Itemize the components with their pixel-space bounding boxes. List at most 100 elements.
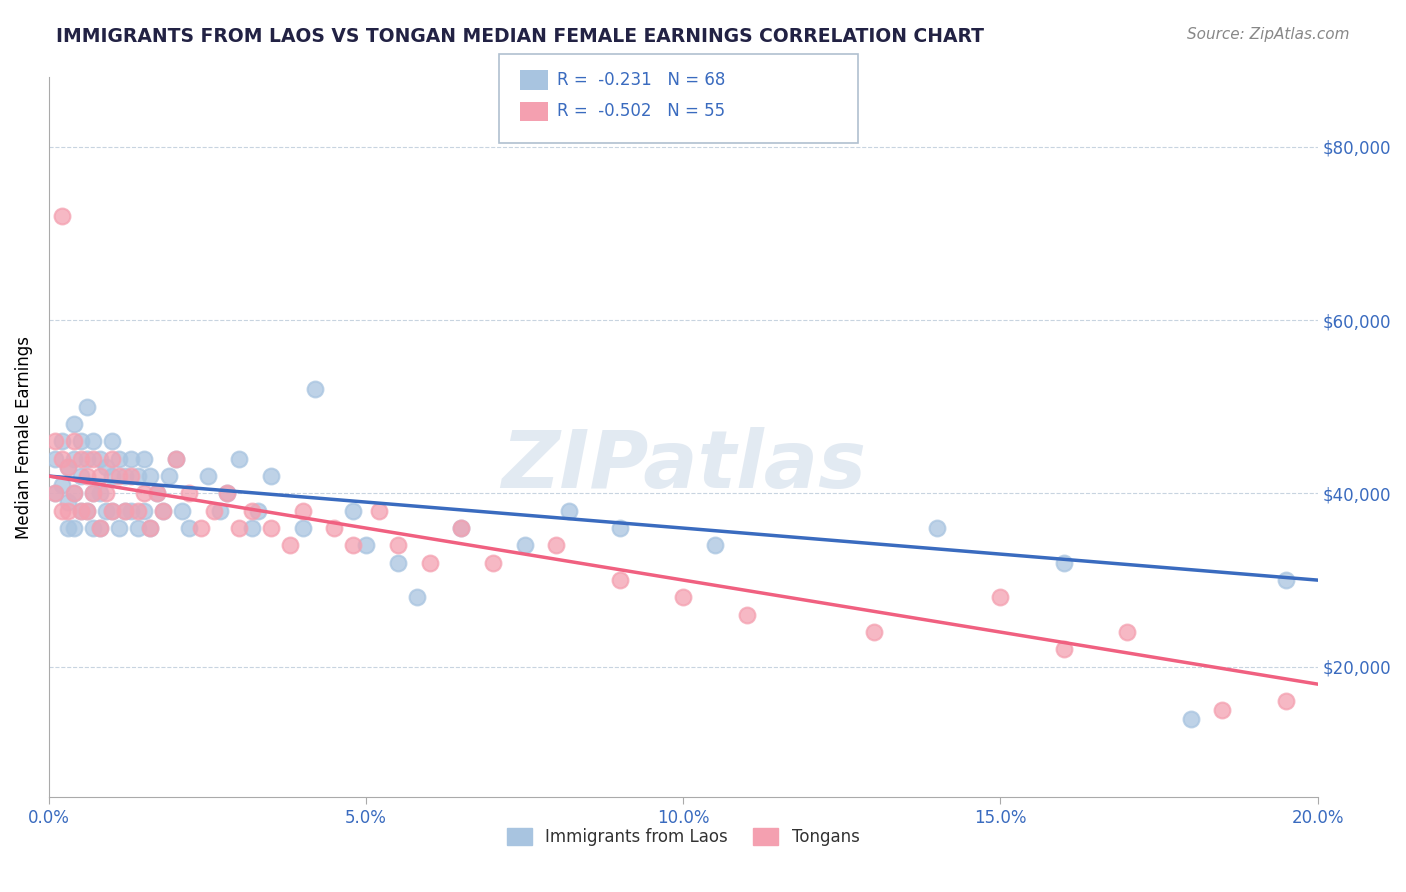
Point: [56, 460, 79, 475]
Point: [51, 504, 73, 518]
Point: [146, 486, 169, 500]
Point: [89, 469, 111, 483]
Point: [44, 486, 66, 500]
Point: [114, 504, 136, 518]
Point: [120, 451, 142, 466]
Point: [101, 434, 124, 449]
Point: [405, 591, 427, 605]
Point: [76, 469, 98, 483]
Point: [69, 434, 91, 449]
Point: [82, 434, 104, 449]
Point: [177, 486, 200, 500]
Point: [240, 504, 263, 518]
Point: [89, 451, 111, 466]
Point: [546, 538, 568, 552]
Point: [82, 486, 104, 500]
Point: [132, 504, 155, 518]
Point: [120, 504, 142, 518]
Point: [101, 504, 124, 518]
Text: ZIPatlas: ZIPatlas: [501, 427, 866, 505]
Point: [82, 521, 104, 535]
Point: [240, 521, 263, 535]
Point: [609, 521, 631, 535]
Point: [260, 469, 283, 483]
Point: [228, 521, 250, 535]
Point: [247, 504, 270, 518]
Point: [202, 504, 225, 518]
Point: [69, 451, 91, 466]
Point: [354, 538, 377, 552]
Point: [419, 556, 441, 570]
Point: [82, 486, 104, 500]
Point: [190, 521, 212, 535]
Point: [107, 469, 129, 483]
Point: [127, 504, 149, 518]
Point: [304, 383, 326, 397]
Point: [862, 625, 884, 640]
Point: [56, 460, 79, 475]
Point: [120, 469, 142, 483]
Point: [56, 504, 79, 518]
Point: [387, 538, 409, 552]
Point: [63, 486, 86, 500]
Point: [51, 209, 73, 223]
Point: [215, 486, 238, 500]
Point: [94, 486, 117, 500]
Point: [260, 521, 283, 535]
Point: [63, 434, 86, 449]
Point: [704, 538, 727, 552]
Point: [76, 451, 98, 466]
Point: [132, 486, 155, 500]
Text: IMMIGRANTS FROM LAOS VS TONGAN MEDIAN FEMALE EARNINGS CORRELATION CHART: IMMIGRANTS FROM LAOS VS TONGAN MEDIAN FE…: [56, 27, 984, 45]
Point: [291, 521, 314, 535]
Point: [513, 538, 536, 552]
Point: [56, 521, 79, 535]
Point: [89, 486, 111, 500]
Point: [925, 521, 948, 535]
Text: R =  -0.502   N = 55: R = -0.502 N = 55: [557, 103, 725, 120]
Point: [1053, 642, 1076, 657]
Point: [165, 451, 187, 466]
Point: [152, 504, 174, 518]
Point: [107, 451, 129, 466]
Point: [51, 434, 73, 449]
Point: [76, 400, 98, 414]
Point: [101, 469, 124, 483]
Point: [1275, 573, 1298, 587]
Point: [735, 607, 758, 622]
Point: [172, 504, 194, 518]
Point: [342, 538, 364, 552]
Point: [387, 556, 409, 570]
Point: [69, 469, 91, 483]
Point: [76, 504, 98, 518]
Point: [1180, 712, 1202, 726]
Text: Source: ZipAtlas.com: Source: ZipAtlas.com: [1187, 27, 1350, 42]
Point: [89, 521, 111, 535]
Point: [990, 591, 1012, 605]
Point: [367, 504, 389, 518]
Point: [139, 469, 162, 483]
Point: [342, 504, 364, 518]
Point: [1275, 694, 1298, 708]
Point: [139, 521, 162, 535]
Point: [69, 504, 91, 518]
Point: [63, 417, 86, 431]
Point: [107, 521, 129, 535]
Point: [165, 451, 187, 466]
Point: [1116, 625, 1139, 640]
Point: [1053, 556, 1076, 570]
Point: [51, 477, 73, 491]
Point: [82, 451, 104, 466]
Point: [63, 486, 86, 500]
Point: [291, 504, 314, 518]
Point: [139, 521, 162, 535]
Text: R =  -0.231   N = 68: R = -0.231 N = 68: [557, 71, 725, 89]
Point: [132, 451, 155, 466]
Point: [1211, 703, 1233, 717]
Point: [159, 469, 181, 483]
Point: [146, 486, 169, 500]
Point: [558, 504, 581, 518]
Point: [94, 504, 117, 518]
Point: [89, 521, 111, 535]
Point: [482, 556, 505, 570]
